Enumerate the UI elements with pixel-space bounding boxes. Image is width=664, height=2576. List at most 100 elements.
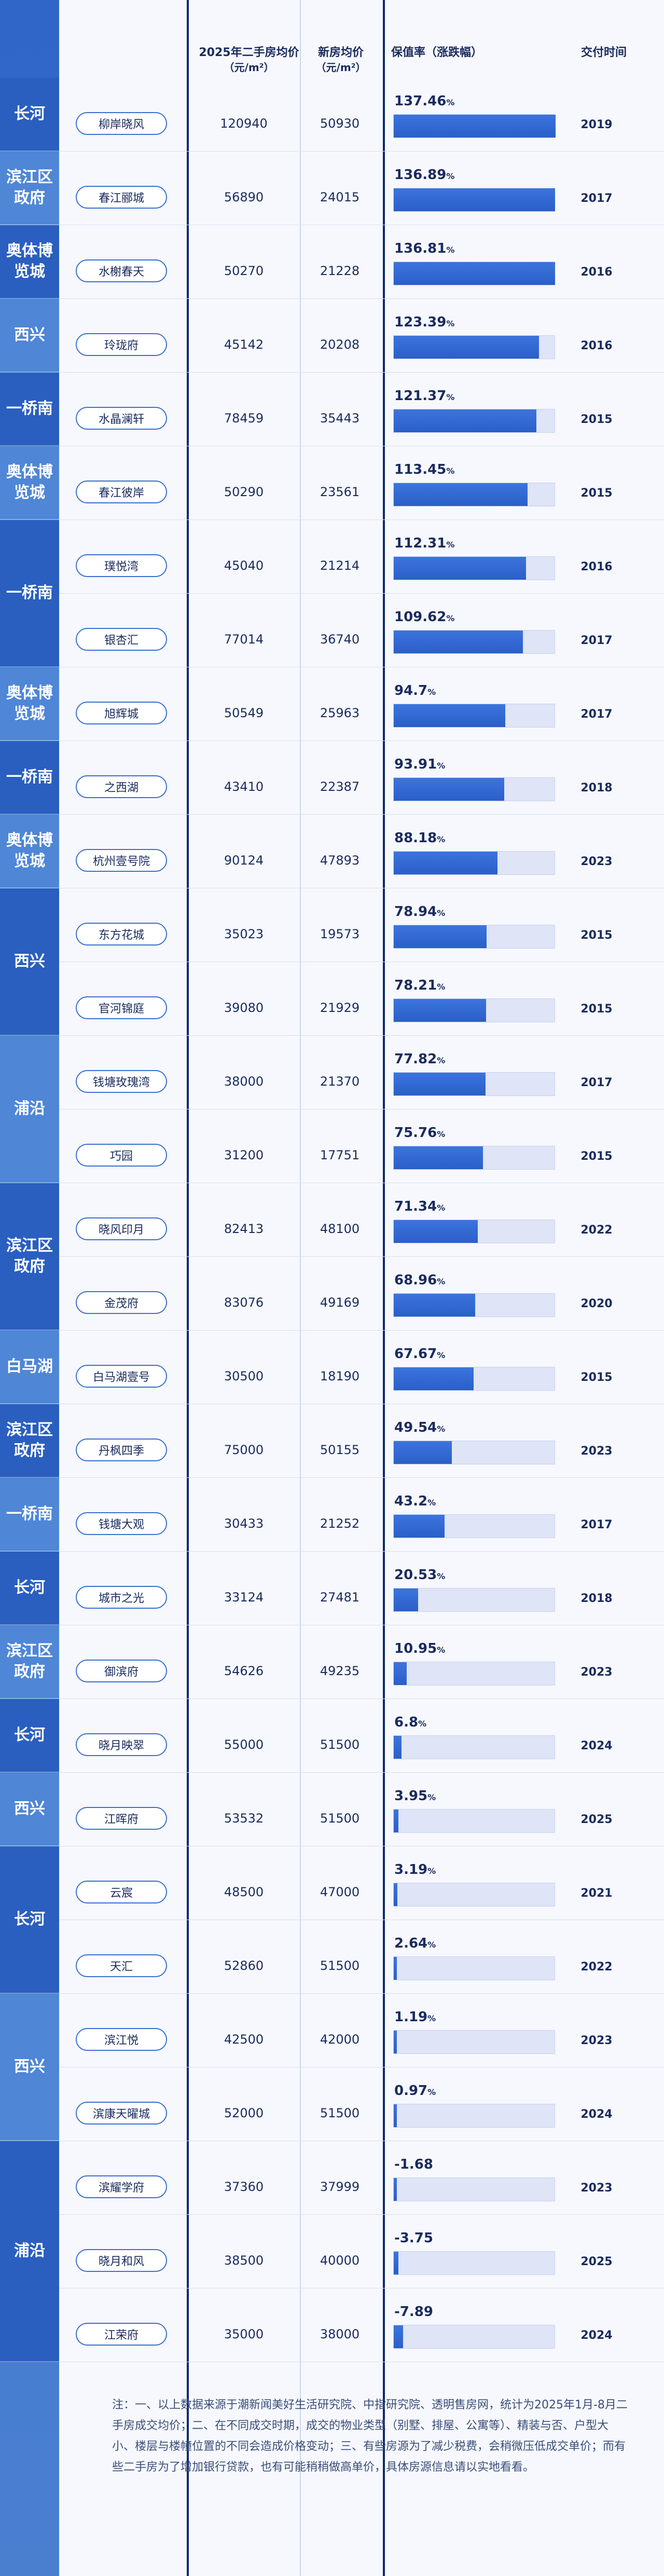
rate-bar-track bbox=[393, 1662, 555, 1686]
rate-unit: % bbox=[427, 1792, 436, 1802]
rate-label: 113.45% bbox=[394, 462, 454, 477]
table-header: 2025年二手房均价 （元/m²） 新房均价 （元/m²） 保值率（涨跌幅） 交… bbox=[59, 0, 664, 78]
district-label: 奥体博览城 bbox=[0, 667, 59, 741]
resale-price: 78459 bbox=[224, 411, 264, 426]
project-name: 杭州壹号院 bbox=[76, 849, 167, 872]
rate-value: -3.75 bbox=[394, 2230, 433, 2246]
resale-price: 30433 bbox=[224, 1516, 264, 1531]
new-price: 49169 bbox=[320, 1295, 360, 1310]
resale-price: 35000 bbox=[224, 2327, 264, 2341]
row-separator bbox=[59, 1993, 664, 1994]
new-price: 50155 bbox=[320, 1443, 360, 1457]
rate-label: 3.95% bbox=[394, 1788, 436, 1804]
new-price: 49235 bbox=[320, 1664, 360, 1678]
project-name: 璞悦湾 bbox=[76, 554, 167, 577]
rate-value: 77.82 bbox=[394, 1051, 437, 1067]
resale-price: 56890 bbox=[224, 190, 264, 204]
rate-bar bbox=[394, 1220, 478, 1243]
rate-bar-track bbox=[393, 1146, 555, 1170]
rate-bar-track bbox=[393, 1367, 555, 1391]
new-price: 21370 bbox=[320, 1074, 360, 1089]
column-divider bbox=[300, 0, 301, 2576]
row-separator bbox=[59, 372, 664, 373]
project-name: 云宸 bbox=[76, 1881, 167, 1903]
resale-price: 45142 bbox=[224, 337, 264, 352]
rate-bar bbox=[394, 704, 505, 727]
rate-bar bbox=[394, 409, 537, 432]
project-name: 旭辉城 bbox=[76, 702, 167, 724]
rate-bar bbox=[394, 1736, 402, 1759]
resale-price: 52860 bbox=[224, 1958, 264, 1973]
new-price: 19573 bbox=[320, 927, 360, 941]
rate-value: 137.46 bbox=[394, 93, 447, 109]
rate-bar bbox=[394, 2031, 397, 2053]
new-price: 38000 bbox=[320, 2327, 360, 2341]
resale-price: 48500 bbox=[224, 1885, 264, 1899]
rate-label: 78.21% bbox=[394, 978, 445, 993]
resale-price: 42500 bbox=[224, 2032, 264, 2047]
resale-price: 31200 bbox=[224, 1148, 264, 1162]
resale-price: 45040 bbox=[224, 558, 264, 573]
rate-bar bbox=[394, 925, 487, 948]
project-name: 春江彼岸 bbox=[76, 481, 167, 503]
rate-unit: % bbox=[446, 613, 455, 623]
resale-price: 33124 bbox=[224, 1590, 264, 1605]
rate-bar-track bbox=[393, 777, 555, 801]
resale-price: 120940 bbox=[220, 116, 268, 131]
project-name: 东方花城 bbox=[76, 923, 167, 946]
new-price: 21929 bbox=[320, 1001, 360, 1015]
rate-bar bbox=[394, 631, 523, 653]
delivery-year: 2024 bbox=[580, 1739, 613, 1752]
delivery-year: 2015 bbox=[580, 929, 613, 942]
rate-bar bbox=[394, 188, 555, 211]
rate-label: 78.94% bbox=[394, 904, 445, 920]
rate-label: 1.19% bbox=[394, 2009, 436, 2025]
new-price: 21228 bbox=[320, 264, 360, 278]
delivery-year: 2024 bbox=[580, 2329, 613, 2342]
delivery-year: 2022 bbox=[580, 1961, 613, 1974]
district-label: 一桥南 bbox=[0, 520, 59, 667]
project-name: 钱塘玫瑰湾 bbox=[76, 1070, 167, 1093]
rate-bar-track bbox=[393, 2030, 555, 2054]
project-name: 玲珑府 bbox=[76, 333, 167, 356]
rate-bar-track bbox=[393, 1441, 555, 1464]
rate-bar bbox=[394, 557, 526, 580]
rate-value: 71.34 bbox=[394, 1199, 437, 1214]
rate-bar-track bbox=[393, 1220, 555, 1243]
rate-unit: % bbox=[437, 1645, 446, 1655]
district-label: 奥体博览城 bbox=[0, 225, 59, 299]
rate-bar-track bbox=[393, 1293, 555, 1317]
rate-value: -7.89 bbox=[394, 2304, 433, 2320]
resale-price: 37360 bbox=[224, 2180, 264, 2194]
resale-price: 30500 bbox=[224, 1369, 264, 1383]
rate-bar bbox=[394, 1662, 407, 1685]
rate-bar bbox=[394, 1810, 398, 1832]
rate-bar-track bbox=[393, 409, 555, 433]
rate-bar bbox=[394, 2252, 398, 2274]
rate-value: 78.21 bbox=[394, 978, 437, 993]
district-label: 一桥南 bbox=[0, 373, 59, 446]
project-name: 晓风印月 bbox=[76, 1217, 167, 1240]
row-separator bbox=[59, 519, 664, 520]
rate-label: 43.2% bbox=[394, 1493, 436, 1509]
rate-label: 68.96% bbox=[394, 1272, 445, 1288]
rate-bar-track bbox=[393, 114, 556, 138]
rate-value: 93.91 bbox=[394, 757, 437, 772]
project-name: 水榭春天 bbox=[76, 259, 167, 282]
rate-bar-track bbox=[393, 925, 555, 949]
header-year: 交付时间 bbox=[580, 46, 627, 59]
rate-bar-track bbox=[393, 1735, 555, 1759]
resale-price: 52000 bbox=[224, 2106, 264, 2120]
rate-label: 93.91% bbox=[394, 757, 445, 772]
new-price: 37999 bbox=[320, 2180, 360, 2194]
rate-bar-track bbox=[393, 2325, 555, 2349]
delivery-year: 2015 bbox=[580, 1003, 613, 1016]
district-label: 长河 bbox=[0, 1699, 59, 1773]
rate-bar bbox=[394, 483, 528, 506]
rate-label: 137.46% bbox=[394, 93, 454, 109]
rate-label: 6.8% bbox=[394, 1715, 426, 1730]
rate-unit: % bbox=[427, 1940, 436, 1950]
delivery-year: 2018 bbox=[580, 782, 613, 794]
rate-unit: % bbox=[437, 1571, 446, 1581]
rate-value: 136.89 bbox=[394, 167, 447, 183]
